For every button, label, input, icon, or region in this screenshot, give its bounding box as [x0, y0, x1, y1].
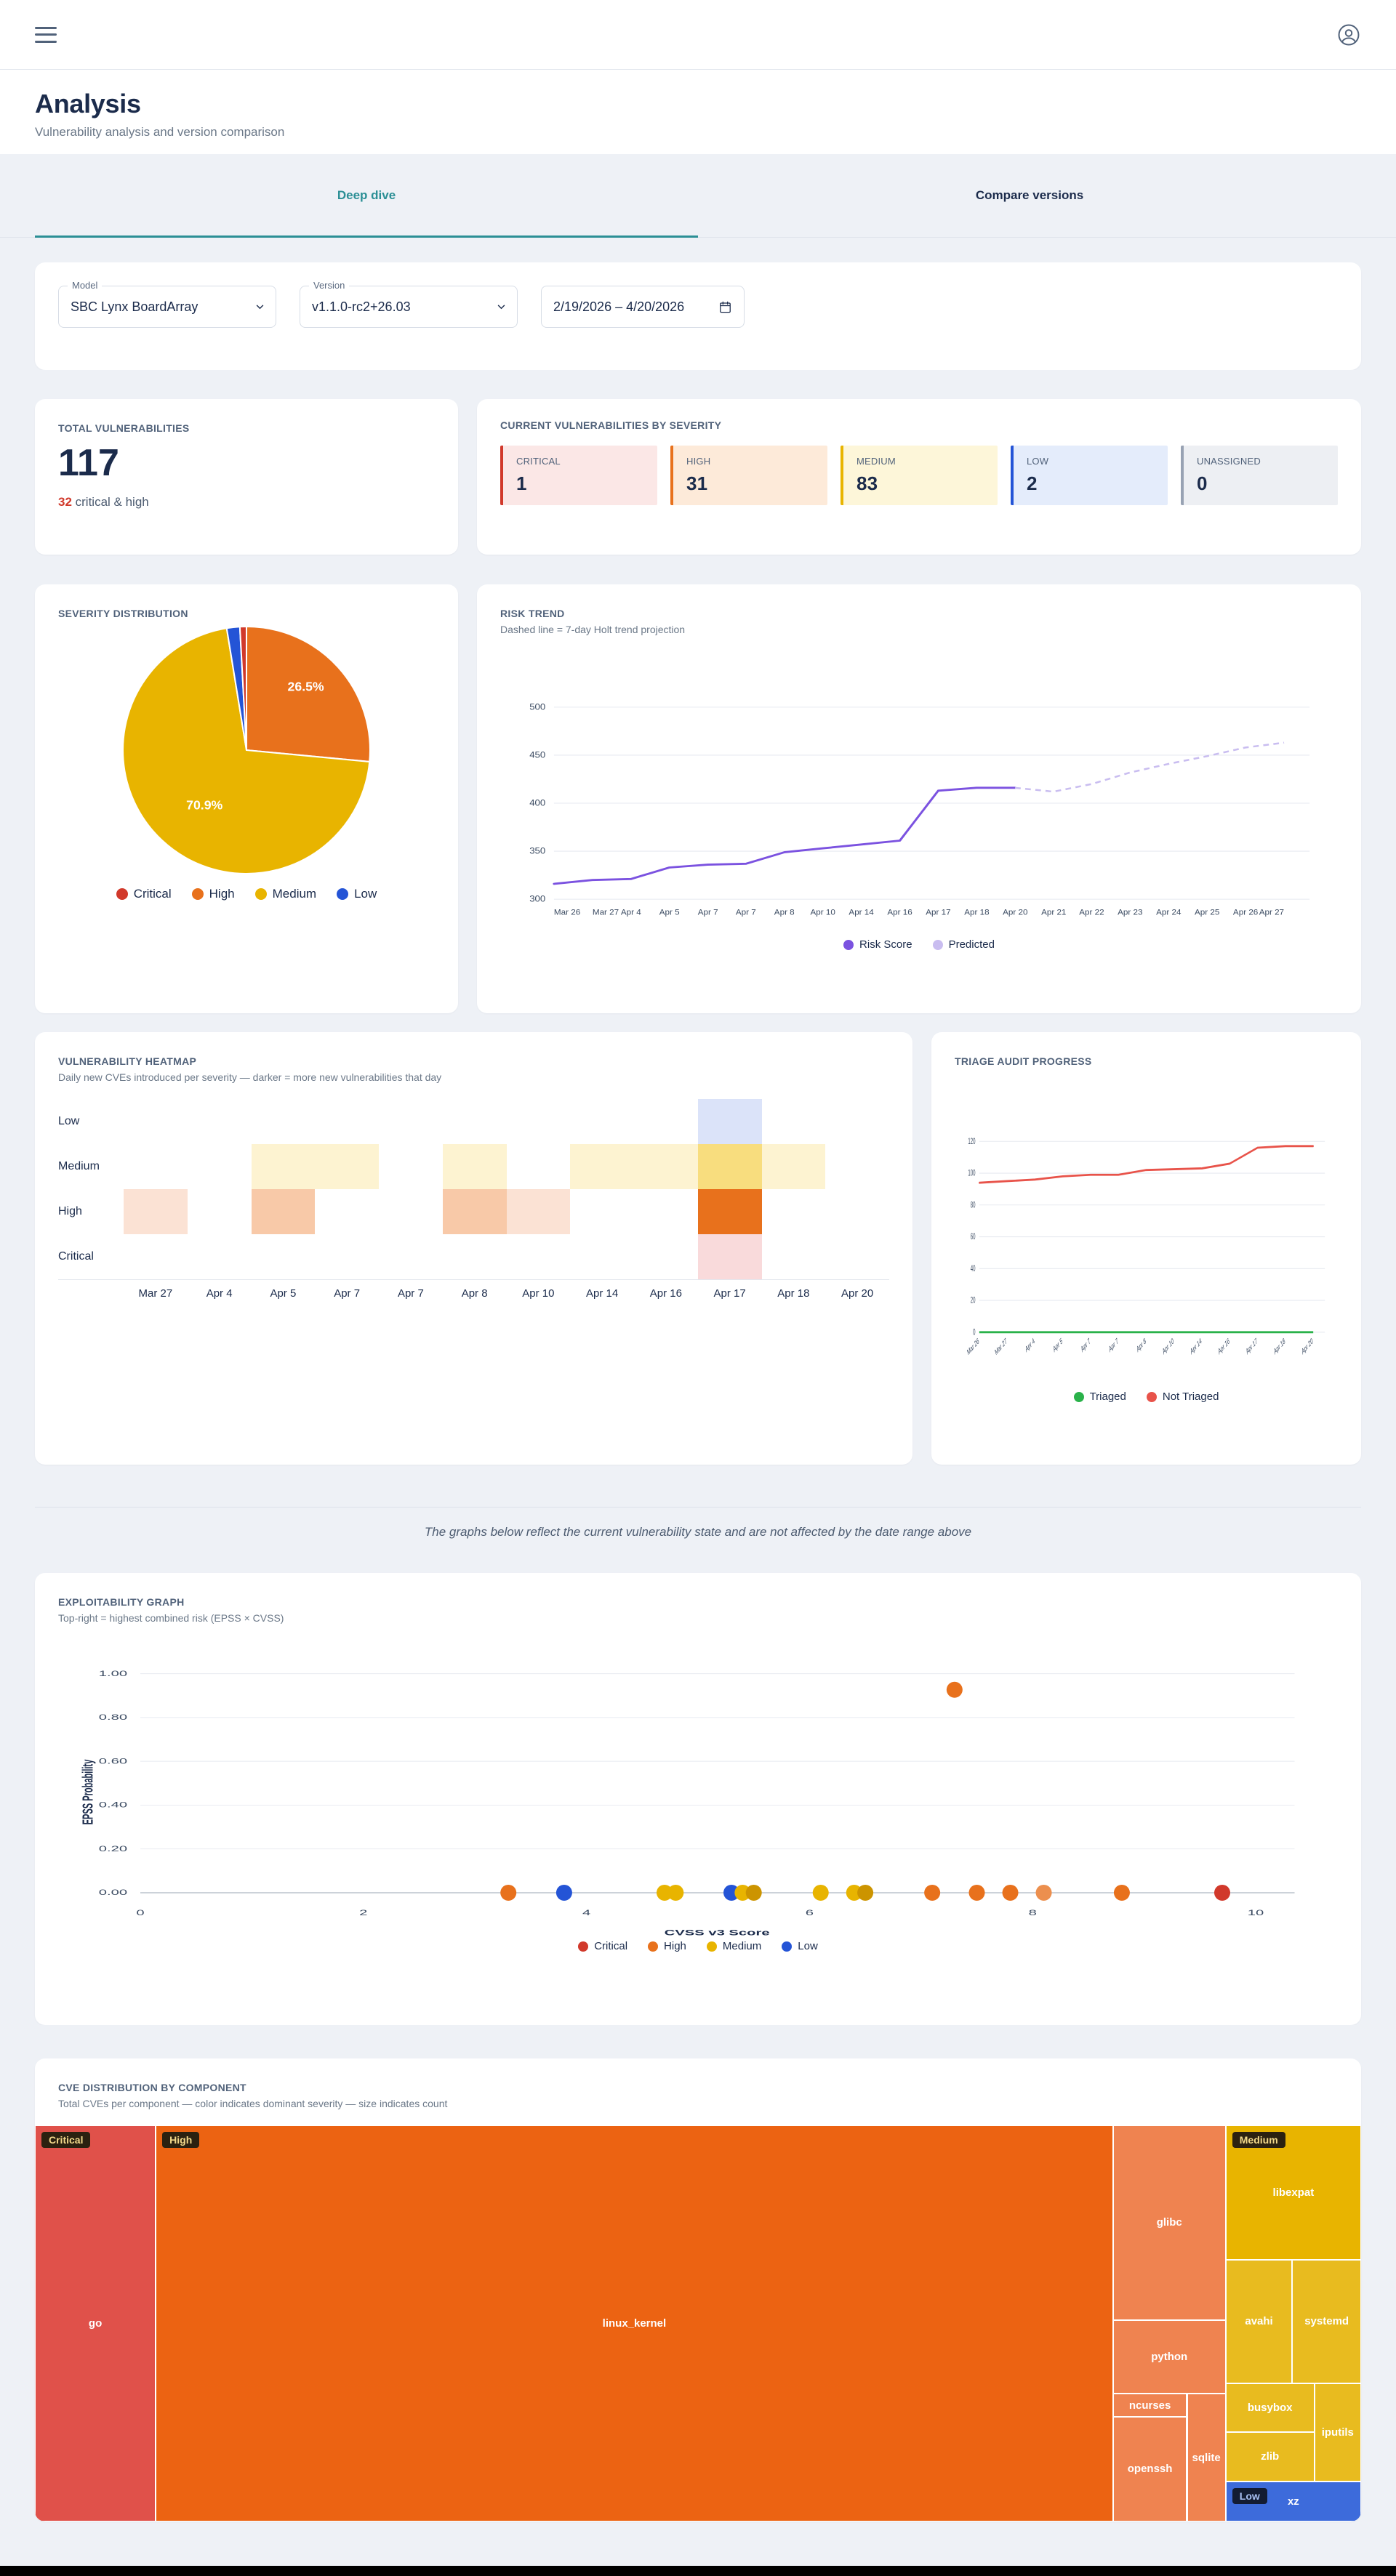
svg-text:2: 2: [359, 1908, 367, 1917]
svg-text:100: 100: [968, 1168, 975, 1178]
svg-text:Apr 21: Apr 21: [1041, 909, 1066, 917]
svg-text:Apr 8: Apr 8: [774, 909, 795, 917]
svg-text:Apr 16: Apr 16: [887, 909, 912, 917]
svg-text:0: 0: [136, 1908, 144, 1917]
svg-text:Apr 23: Apr 23: [1118, 909, 1142, 917]
svg-text:Apr 14: Apr 14: [1190, 1336, 1203, 1356]
svg-text:120: 120: [968, 1137, 975, 1147]
svg-text:Apr 7: Apr 7: [1108, 1336, 1119, 1354]
svg-text:EPSS Probability: EPSS Probability: [80, 1760, 96, 1825]
svg-text:0.40: 0.40: [99, 1800, 127, 1809]
svg-text:Apr 18: Apr 18: [964, 909, 989, 917]
svg-text:400: 400: [529, 798, 545, 808]
svg-text:Apr 5: Apr 5: [659, 909, 680, 917]
svg-text:Apr 5: Apr 5: [1052, 1336, 1063, 1354]
svg-text:70.9%: 70.9%: [186, 798, 222, 813]
svg-text:Apr 10: Apr 10: [1162, 1336, 1175, 1356]
svg-text:450: 450: [529, 750, 545, 760]
svg-text:Apr 20: Apr 20: [1301, 1336, 1314, 1356]
svg-text:Apr 17: Apr 17: [1245, 1336, 1259, 1356]
svg-text:Mar 26: Mar 26: [554, 909, 580, 917]
svg-text:0: 0: [973, 1327, 975, 1337]
svg-text:Apr 27: Apr 27: [1259, 909, 1284, 917]
svg-text:0.00: 0.00: [99, 1888, 127, 1897]
svg-text:Apr 10: Apr 10: [810, 909, 835, 917]
svg-text:20: 20: [971, 1295, 976, 1305]
svg-text:500: 500: [529, 702, 545, 712]
svg-text:26.5%: 26.5%: [288, 679, 324, 693]
svg-text:Apr 7: Apr 7: [1080, 1336, 1091, 1354]
svg-text:80: 80: [971, 1200, 976, 1210]
svg-text:0.20: 0.20: [99, 1844, 127, 1853]
svg-text:Apr 22: Apr 22: [1079, 909, 1104, 917]
svg-text:Apr 4: Apr 4: [1024, 1336, 1035, 1354]
svg-text:CVSS v3 Score: CVSS v3 Score: [665, 1928, 770, 1937]
svg-text:0.80: 0.80: [99, 1713, 127, 1722]
svg-text:60: 60: [971, 1232, 976, 1242]
svg-text:1.00: 1.00: [99, 1669, 127, 1678]
svg-text:300: 300: [529, 894, 545, 903]
svg-text:10: 10: [1248, 1908, 1264, 1917]
svg-text:350: 350: [529, 846, 545, 856]
svg-text:Apr 16: Apr 16: [1217, 1336, 1230, 1356]
svg-text:Apr 24: Apr 24: [1156, 909, 1181, 917]
svg-text:Mar 26: Mar 26: [966, 1336, 980, 1357]
svg-text:Apr 8: Apr 8: [1136, 1336, 1147, 1354]
svg-text:Apr 26: Apr 26: [1233, 909, 1258, 917]
svg-text:Apr 7: Apr 7: [698, 909, 718, 917]
svg-text:Apr 20: Apr 20: [1003, 909, 1027, 917]
svg-text:Apr 17: Apr 17: [926, 909, 950, 917]
svg-text:4: 4: [582, 1908, 590, 1917]
svg-text:Apr 18: Apr 18: [1273, 1336, 1286, 1356]
svg-text:40: 40: [971, 1264, 976, 1274]
svg-text:Mar 27: Mar 27: [593, 909, 619, 917]
svg-text:Apr 25: Apr 25: [1195, 909, 1219, 917]
svg-text:8: 8: [1029, 1908, 1037, 1917]
svg-text:Apr 7: Apr 7: [736, 909, 756, 917]
svg-text:0.60: 0.60: [99, 1757, 127, 1766]
svg-text:Apr 4: Apr 4: [621, 909, 641, 917]
svg-text:Apr 14: Apr 14: [849, 909, 873, 917]
svg-text:Mar 27: Mar 27: [994, 1336, 1008, 1357]
svg-text:6: 6: [806, 1908, 814, 1917]
